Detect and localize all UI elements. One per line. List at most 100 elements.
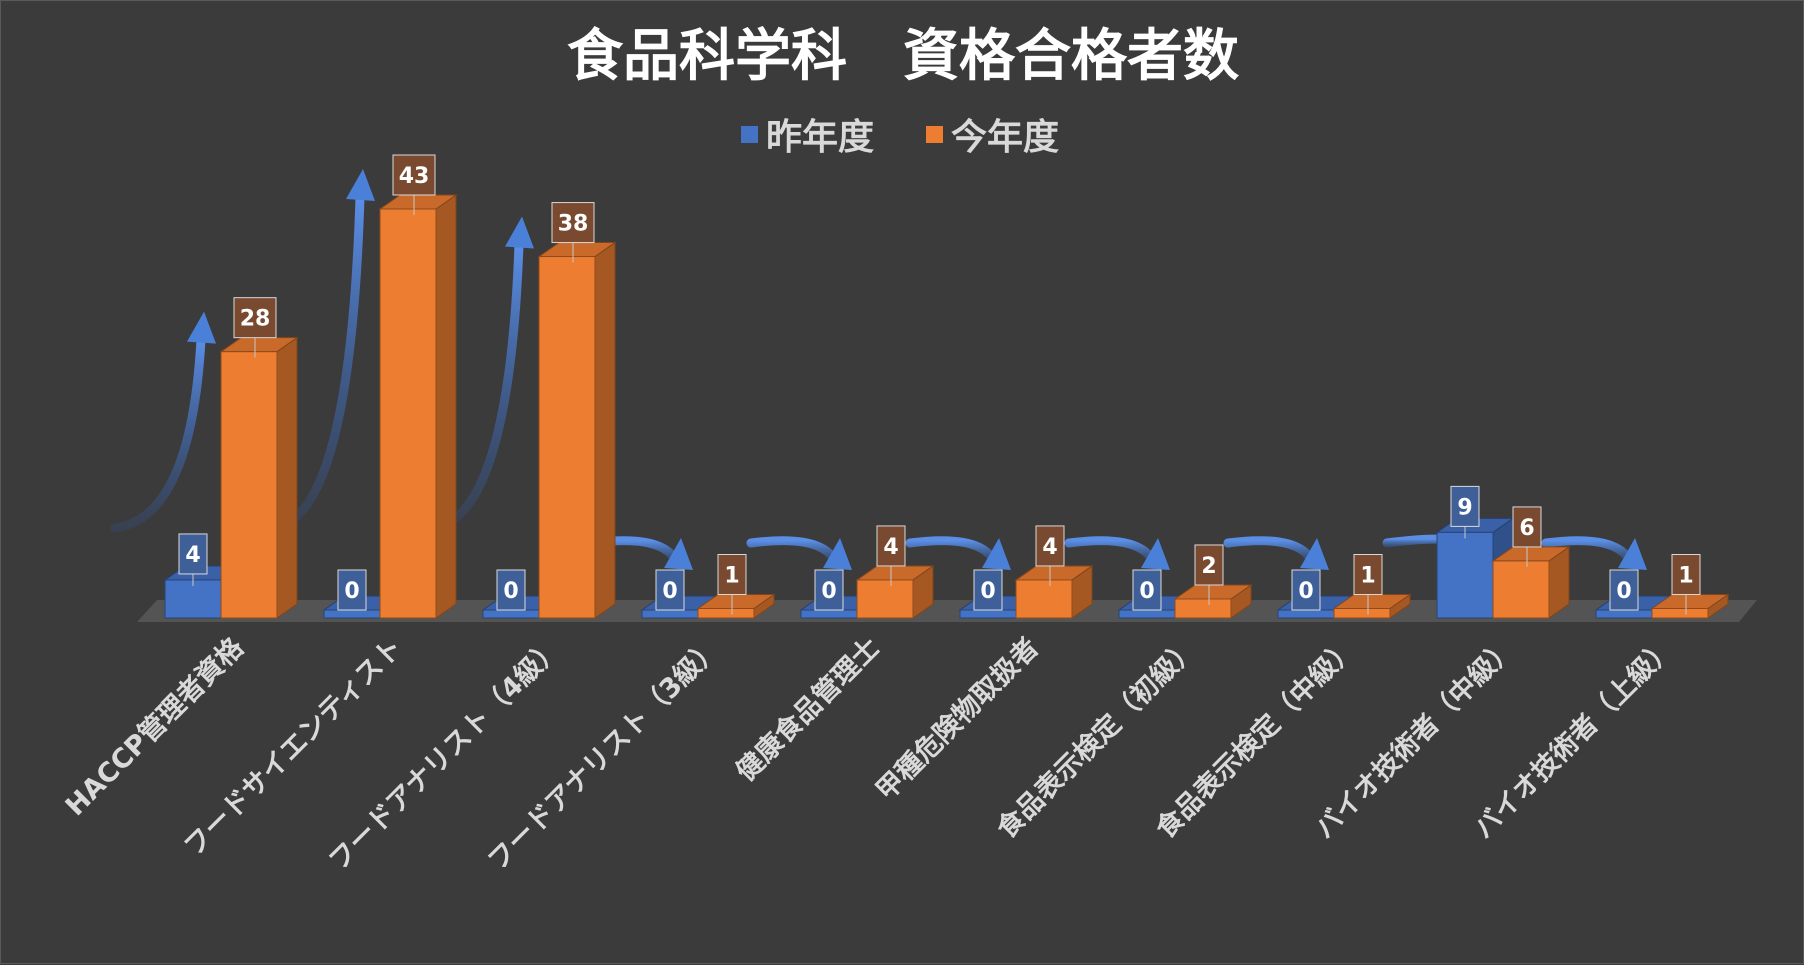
legend-swatch-last-year xyxy=(741,126,758,143)
label-this-year-8-text: 1 xyxy=(1360,563,1375,588)
trend-arrow-8 xyxy=(1223,536,1329,571)
bar-this-year-9-front xyxy=(1492,560,1550,619)
label-this-year-4-text: 1 xyxy=(724,563,739,588)
label-this-year-10-box xyxy=(1671,553,1701,595)
label-this-year-10-text: 1 xyxy=(1678,563,1693,588)
legend-swatch-this-year xyxy=(926,126,943,143)
label-this-year-9-box xyxy=(1512,506,1542,548)
label-this-year-10: 1 xyxy=(1671,553,1701,615)
bar-this-year-10-front xyxy=(1651,607,1709,619)
label-last-year-7: 0 xyxy=(1132,569,1162,611)
bar-this-year-1-side xyxy=(276,336,298,619)
label-last-year-7-text: 0 xyxy=(1139,579,1154,604)
label-last-year-1-text: 4 xyxy=(185,543,200,568)
bar-last-year-8-front xyxy=(1277,609,1335,619)
bar-this-year-9 xyxy=(1491,545,1571,619)
label-this-year-3-box xyxy=(551,202,595,244)
label-this-year-8-box xyxy=(1353,553,1383,595)
trend-arrow-5 xyxy=(746,536,852,571)
label-this-year-4-box xyxy=(717,553,747,595)
label-last-year-5: 0 xyxy=(814,569,844,611)
bar-last-year-3-front xyxy=(482,609,540,619)
trend-arrow-shaft xyxy=(1223,536,1319,571)
label-this-year-6-box xyxy=(1035,525,1065,567)
label-last-year-10-box xyxy=(1609,569,1639,611)
label-this-year-7-text: 2 xyxy=(1201,554,1216,579)
trend-arrow-head xyxy=(823,538,852,570)
trend-arrow-shaft xyxy=(905,536,1001,571)
label-last-year-8-text: 0 xyxy=(1298,579,1313,604)
bar-this-year-2-side xyxy=(435,194,457,619)
label-this-year-3-text: 38 xyxy=(558,212,589,237)
label-last-year-5-text: 0 xyxy=(821,579,836,604)
label-last-year-4-text: 0 xyxy=(662,579,677,604)
label-this-year-1: 28 xyxy=(233,297,277,358)
bar-last-year-10-front xyxy=(1595,609,1653,619)
trend-arrow-head xyxy=(1618,538,1647,570)
category-axis: HACCP管理者資格フードサイエンティストフードアナリスト（4級）フードアナリス… xyxy=(60,631,1681,877)
label-this-year-2: 43 xyxy=(392,154,436,215)
label-last-year-3: 0 xyxy=(496,569,526,611)
bar-this-year-5 xyxy=(855,564,935,619)
label-last-year-6-box xyxy=(973,569,1003,611)
trend-arrow-6 xyxy=(905,536,1011,571)
trend-arrow-head xyxy=(187,311,216,344)
bar-this-year-1 xyxy=(219,336,299,619)
trend-arrow-7 xyxy=(1064,536,1170,571)
trend-arrow-head xyxy=(346,169,375,201)
label-last-year-4: 0 xyxy=(655,569,685,611)
trend-arrow-10 xyxy=(1541,536,1647,571)
trend-arrow-head xyxy=(505,216,534,249)
label-last-year-5-box xyxy=(814,569,844,611)
label-this-year-5: 4 xyxy=(876,525,906,586)
label-last-year-8-box xyxy=(1291,569,1321,611)
bar-last-year-4-front xyxy=(641,609,699,619)
trend-arrow-shaft xyxy=(746,536,842,571)
bars xyxy=(163,194,1730,619)
bar-this-year-4 xyxy=(696,593,776,619)
label-last-year-1: 4 xyxy=(178,533,208,586)
label-this-year-2-box xyxy=(392,154,436,196)
label-last-year-6-text: 0 xyxy=(980,579,995,604)
label-last-year-10: 0 xyxy=(1609,569,1639,611)
trend-arrow-shaft xyxy=(1064,536,1160,571)
bar-this-year-8 xyxy=(1332,593,1412,619)
bar-this-year-1-front xyxy=(220,351,278,619)
label-this-year-7: 2 xyxy=(1194,544,1224,605)
label-this-year-6: 4 xyxy=(1035,525,1065,586)
label-last-year-2-text: 0 xyxy=(344,579,359,604)
label-last-year-9-text: 9 xyxy=(1457,495,1472,520)
label-this-year-8: 1 xyxy=(1353,553,1383,615)
label-this-year-5-box xyxy=(876,525,906,567)
bar-this-year-7-front xyxy=(1174,598,1232,619)
label-last-year-6: 0 xyxy=(973,569,1003,611)
bar-this-year-2 xyxy=(378,194,458,619)
label-this-year-9-text: 6 xyxy=(1519,516,1534,541)
bar-this-year-5-front xyxy=(856,579,914,619)
bar-last-year-7-front xyxy=(1118,609,1176,619)
label-last-year-8: 0 xyxy=(1291,569,1321,611)
label-last-year-10-text: 0 xyxy=(1616,579,1631,604)
bar-last-year-9-front xyxy=(1436,531,1494,619)
label-this-year-6-text: 4 xyxy=(1042,535,1057,560)
bar-last-year-2-front xyxy=(323,609,381,619)
trend-arrow-head xyxy=(1141,538,1170,570)
label-this-year-7-box xyxy=(1194,544,1224,586)
category-label-1: HACCP管理者資格 xyxy=(60,631,251,822)
trend-arrow-1 xyxy=(110,311,216,533)
data-labels: 4 28 0 43 0 38 0 1 0 4 0 4 0 2 0 1 9 6 0 1 xyxy=(178,154,1701,615)
trend-arrow-head xyxy=(664,538,693,570)
bar-this-year-8-front xyxy=(1333,607,1391,619)
legend-label-this-year: 今年度 xyxy=(951,117,1059,158)
bar-last-year-5-front xyxy=(800,609,858,619)
label-last-year-4-box xyxy=(655,569,685,611)
label-last-year-3-text: 0 xyxy=(503,579,518,604)
bar-this-year-6-front xyxy=(1015,579,1073,619)
bar-this-year-2-front xyxy=(379,208,437,619)
bar-last-year-6-front xyxy=(959,609,1017,619)
label-this-year-1-box xyxy=(233,297,277,339)
label-this-year-3: 38 xyxy=(551,202,595,263)
label-last-year-1-box xyxy=(178,533,208,575)
